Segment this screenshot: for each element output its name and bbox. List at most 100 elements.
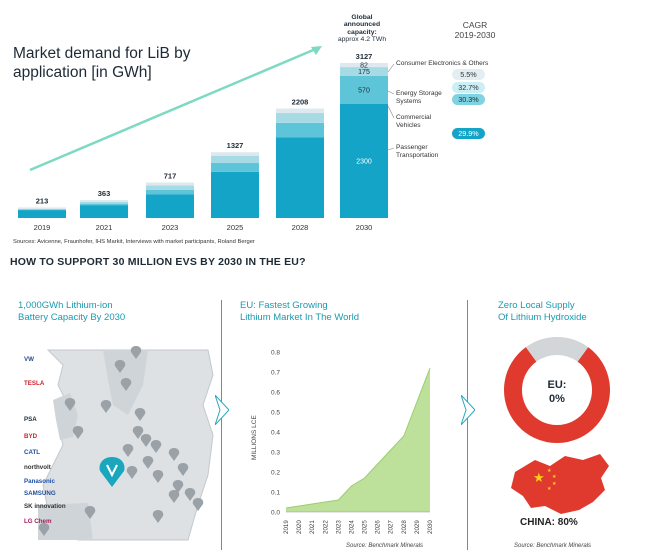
bar-segment-2030-0 [340, 103, 388, 218]
panel2-title: EU: Fastest Growing Lithium Market In Th… [240, 300, 359, 323]
data-label-2030-3: 82 [360, 63, 368, 70]
y-axis-label: MILLIONS LCE [251, 415, 258, 460]
x-tick-2019: 2019 [283, 520, 290, 534]
x-tick-2025: 2025 [362, 520, 369, 534]
data-label-2030-2: 175 [358, 69, 370, 76]
map-pin-icon [168, 448, 180, 461]
highlight-marker [99, 457, 125, 487]
donut-slice-other [525, 337, 589, 362]
map-pin-icon [168, 490, 180, 503]
china-shape [511, 454, 609, 514]
cagr-passenger: 29.9% [452, 128, 485, 139]
area-series [286, 368, 430, 512]
top-source: Sources: Avicenne, Fraunhofer, IHS Marki… [13, 239, 255, 245]
bar-segment-2025-1 [211, 162, 259, 172]
x-tick-2025: 2025 [227, 223, 244, 232]
bar-segment-2028-1 [276, 122, 324, 138]
donut-center-value: 0% [549, 393, 565, 405]
legend-consumer: Consumer Electronics & Others [396, 60, 489, 67]
bar-segment-2019-3 [18, 207, 66, 209]
map-pin-icon [152, 470, 164, 483]
bar-segment-2019-2 [18, 208, 66, 210]
x-tick-2029: 2029 [414, 520, 421, 534]
leader-line-3 [387, 147, 395, 151]
europe-map [38, 346, 214, 541]
bar-segment-2021-0 [80, 205, 128, 218]
factory-pins [38, 346, 204, 536]
legend-commercial: Commercial Vehicles [396, 114, 432, 129]
map-pin-icon [72, 426, 84, 439]
company-logo: TESLA [24, 380, 45, 387]
x-tick-2028: 2028 [292, 223, 309, 232]
y-tick-0.8: 0.8 [271, 350, 280, 357]
bar-segment-2028-3 [276, 108, 324, 114]
map-pin-icon [84, 506, 96, 519]
bar-total-2025: 1327 [227, 141, 244, 150]
bar-segment-2023-0 [146, 194, 194, 218]
bar-segment-2025-2 [211, 155, 259, 163]
company-logo: CATL [24, 449, 41, 456]
bar-segment-2021-2 [80, 201, 128, 204]
donut-center-label: EU: [548, 379, 567, 391]
divider-2 [467, 300, 468, 550]
map-pin-icon [100, 400, 112, 413]
legend-passenger: Passenger Transportation [396, 144, 439, 159]
panel1-title: 1,000GWh Lithium-ion Battery Capacity By… [18, 300, 126, 323]
company-logo: PSA [24, 416, 37, 423]
svg-text:★: ★ [547, 468, 552, 474]
growth-arrow [29, 46, 319, 172]
chevron-right-icon [215, 395, 229, 425]
bar-segment-2030-3 [340, 63, 388, 68]
map-pin-icon [132, 426, 144, 439]
x-tick-2020: 2020 [296, 520, 303, 534]
x-tick-2028: 2028 [401, 520, 408, 534]
lithium-area-chart: 0.0 0.1 0.2 0.3 0.4 0.5 0.6 0.7 0.8 MILLIONS LCE 2… [251, 350, 434, 535]
map-pin-icon [150, 440, 162, 453]
y-tick-0.0: 0.0 [271, 510, 280, 517]
y-tick-0.2: 0.2 [271, 470, 280, 477]
bar-total-2023: 717 [164, 171, 177, 180]
x-tick-2026: 2026 [375, 520, 382, 534]
bar-segment-2023-2 [146, 185, 194, 190]
map-pin-icon [177, 463, 189, 476]
map-pin-icon [172, 480, 184, 493]
x-tick-2022: 2022 [322, 520, 329, 534]
bar-total-2019: 213 [36, 196, 49, 205]
company-logo: SK innovation [24, 503, 66, 510]
bar-segment-2023-1 [146, 189, 194, 195]
y-tick-0.3: 0.3 [271, 450, 280, 457]
legend-ess: Energy Storage Systems [396, 90, 442, 105]
map-pin-icon [122, 444, 134, 457]
highlight-pin-icon [99, 457, 125, 487]
y-tick-0.7: 0.7 [271, 370, 280, 377]
lithium-hydroxide-donut: EU: 0% [504, 337, 610, 443]
company-logo: LG Chem [24, 518, 52, 525]
x-tick-2021: 2021 [96, 223, 113, 232]
bar-total-2030: 3127 [356, 52, 373, 61]
growth-arrow-head [311, 46, 322, 55]
cagr-ess: 32.7% [452, 82, 485, 93]
data-label-2030-0: 2300 [356, 158, 372, 165]
map-pin-icon [114, 360, 126, 373]
map-pin-icon [152, 510, 164, 523]
map-pin-icon [134, 408, 146, 421]
leader-line-1 [387, 90, 395, 95]
bar-segment-2025-3 [211, 152, 259, 156]
company-logo: VW [24, 356, 34, 363]
donut-slice-china [504, 347, 610, 443]
map-iberia [38, 503, 93, 540]
x-tick-2030: 2030 [427, 520, 434, 534]
y-tick-0.6: 0.6 [271, 390, 280, 397]
bar-segment-2019-0 [18, 210, 66, 218]
bar-segment-2030-1 [340, 75, 388, 104]
section-title: HOW TO SUPPORT 30 MILLION EVS BY 2030 IN… [10, 256, 306, 268]
panel3-source: Source: Benchmark Minerals [514, 543, 592, 549]
map-pin-icon [130, 346, 142, 359]
company-logo: northvolt [24, 464, 51, 471]
leader-line-0 [387, 63, 395, 73]
bar-segment-2025-0 [211, 171, 259, 218]
divider-1 [221, 300, 222, 550]
china-flag-star: ★ [533, 471, 545, 486]
company-logo: Panasonic [24, 478, 55, 485]
bar-segment-2028-0 [276, 137, 324, 218]
